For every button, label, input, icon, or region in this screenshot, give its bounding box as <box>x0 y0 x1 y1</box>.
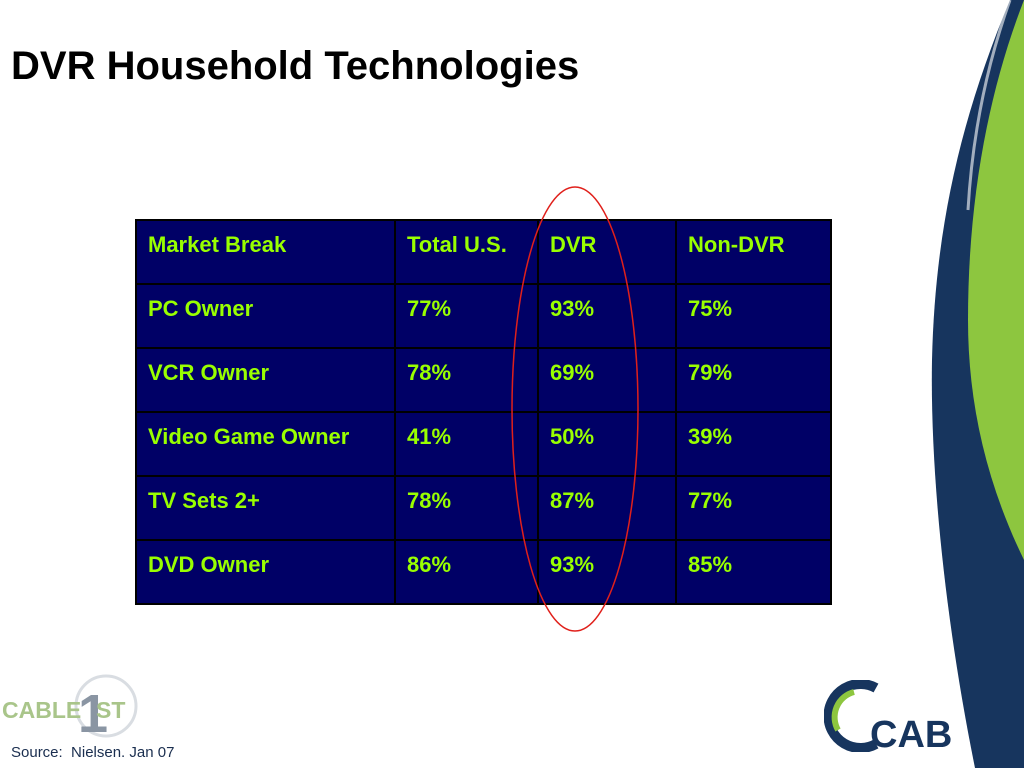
table-cell: 85% <box>675 539 832 605</box>
table-row: TV Sets 2+ 78% 87% 77% <box>135 475 832 541</box>
table-row: DVD Owner 86% 93% 85% <box>135 539 832 605</box>
row-label: VCR Owner <box>135 347 396 413</box>
table-cell: 93% <box>537 283 677 349</box>
table-cell: 50% <box>537 411 677 477</box>
table-cell: 86% <box>394 539 539 605</box>
table-cell: 78% <box>394 475 539 541</box>
svg-text:CABLE: CABLE <box>2 697 81 723</box>
svg-text:ST: ST <box>96 697 125 723</box>
row-label: Video Game Owner <box>135 411 396 477</box>
table-cell: 77% <box>394 283 539 349</box>
table-cell: 39% <box>675 411 832 477</box>
table-cell: 41% <box>394 411 539 477</box>
table-row: VCR Owner 78% 69% 79% <box>135 347 832 413</box>
table-cell: 78% <box>394 347 539 413</box>
svg-text:1: 1 <box>78 684 108 742</box>
row-label: DVD Owner <box>135 539 396 605</box>
table-cell: 79% <box>675 347 832 413</box>
header-cell: Market Break <box>135 219 396 285</box>
dvr-technology-table: Market Break Total U.S. DVR Non-DVR PC O… <box>135 219 832 605</box>
cable-1st-logo: CABLE 1 ST <box>2 674 138 742</box>
table-cell: 93% <box>537 539 677 605</box>
row-label: PC Owner <box>135 283 396 349</box>
table-cell: 87% <box>537 475 677 541</box>
table-row: Video Game Owner 41% 50% 39% <box>135 411 832 477</box>
table-row: PC Owner 77% 93% 75% <box>135 283 832 349</box>
table-header-row: Market Break Total U.S. DVR Non-DVR <box>135 219 832 285</box>
svg-text:CAB: CAB <box>870 714 952 752</box>
cab-logo: CAB <box>824 680 952 752</box>
table-cell: 77% <box>675 475 832 541</box>
header-cell: DVR <box>537 219 677 285</box>
green-swoosh-shape <box>968 0 1024 560</box>
header-cell: Total U.S. <box>394 219 539 285</box>
header-cell: Non-DVR <box>675 219 832 285</box>
row-label: TV Sets 2+ <box>135 475 396 541</box>
table-cell: 69% <box>537 347 677 413</box>
slide-title: DVR Household Technologies <box>11 44 580 88</box>
table-cell: 75% <box>675 283 832 349</box>
source-note: Source: Nielsen. Jan 07 <box>11 744 175 761</box>
